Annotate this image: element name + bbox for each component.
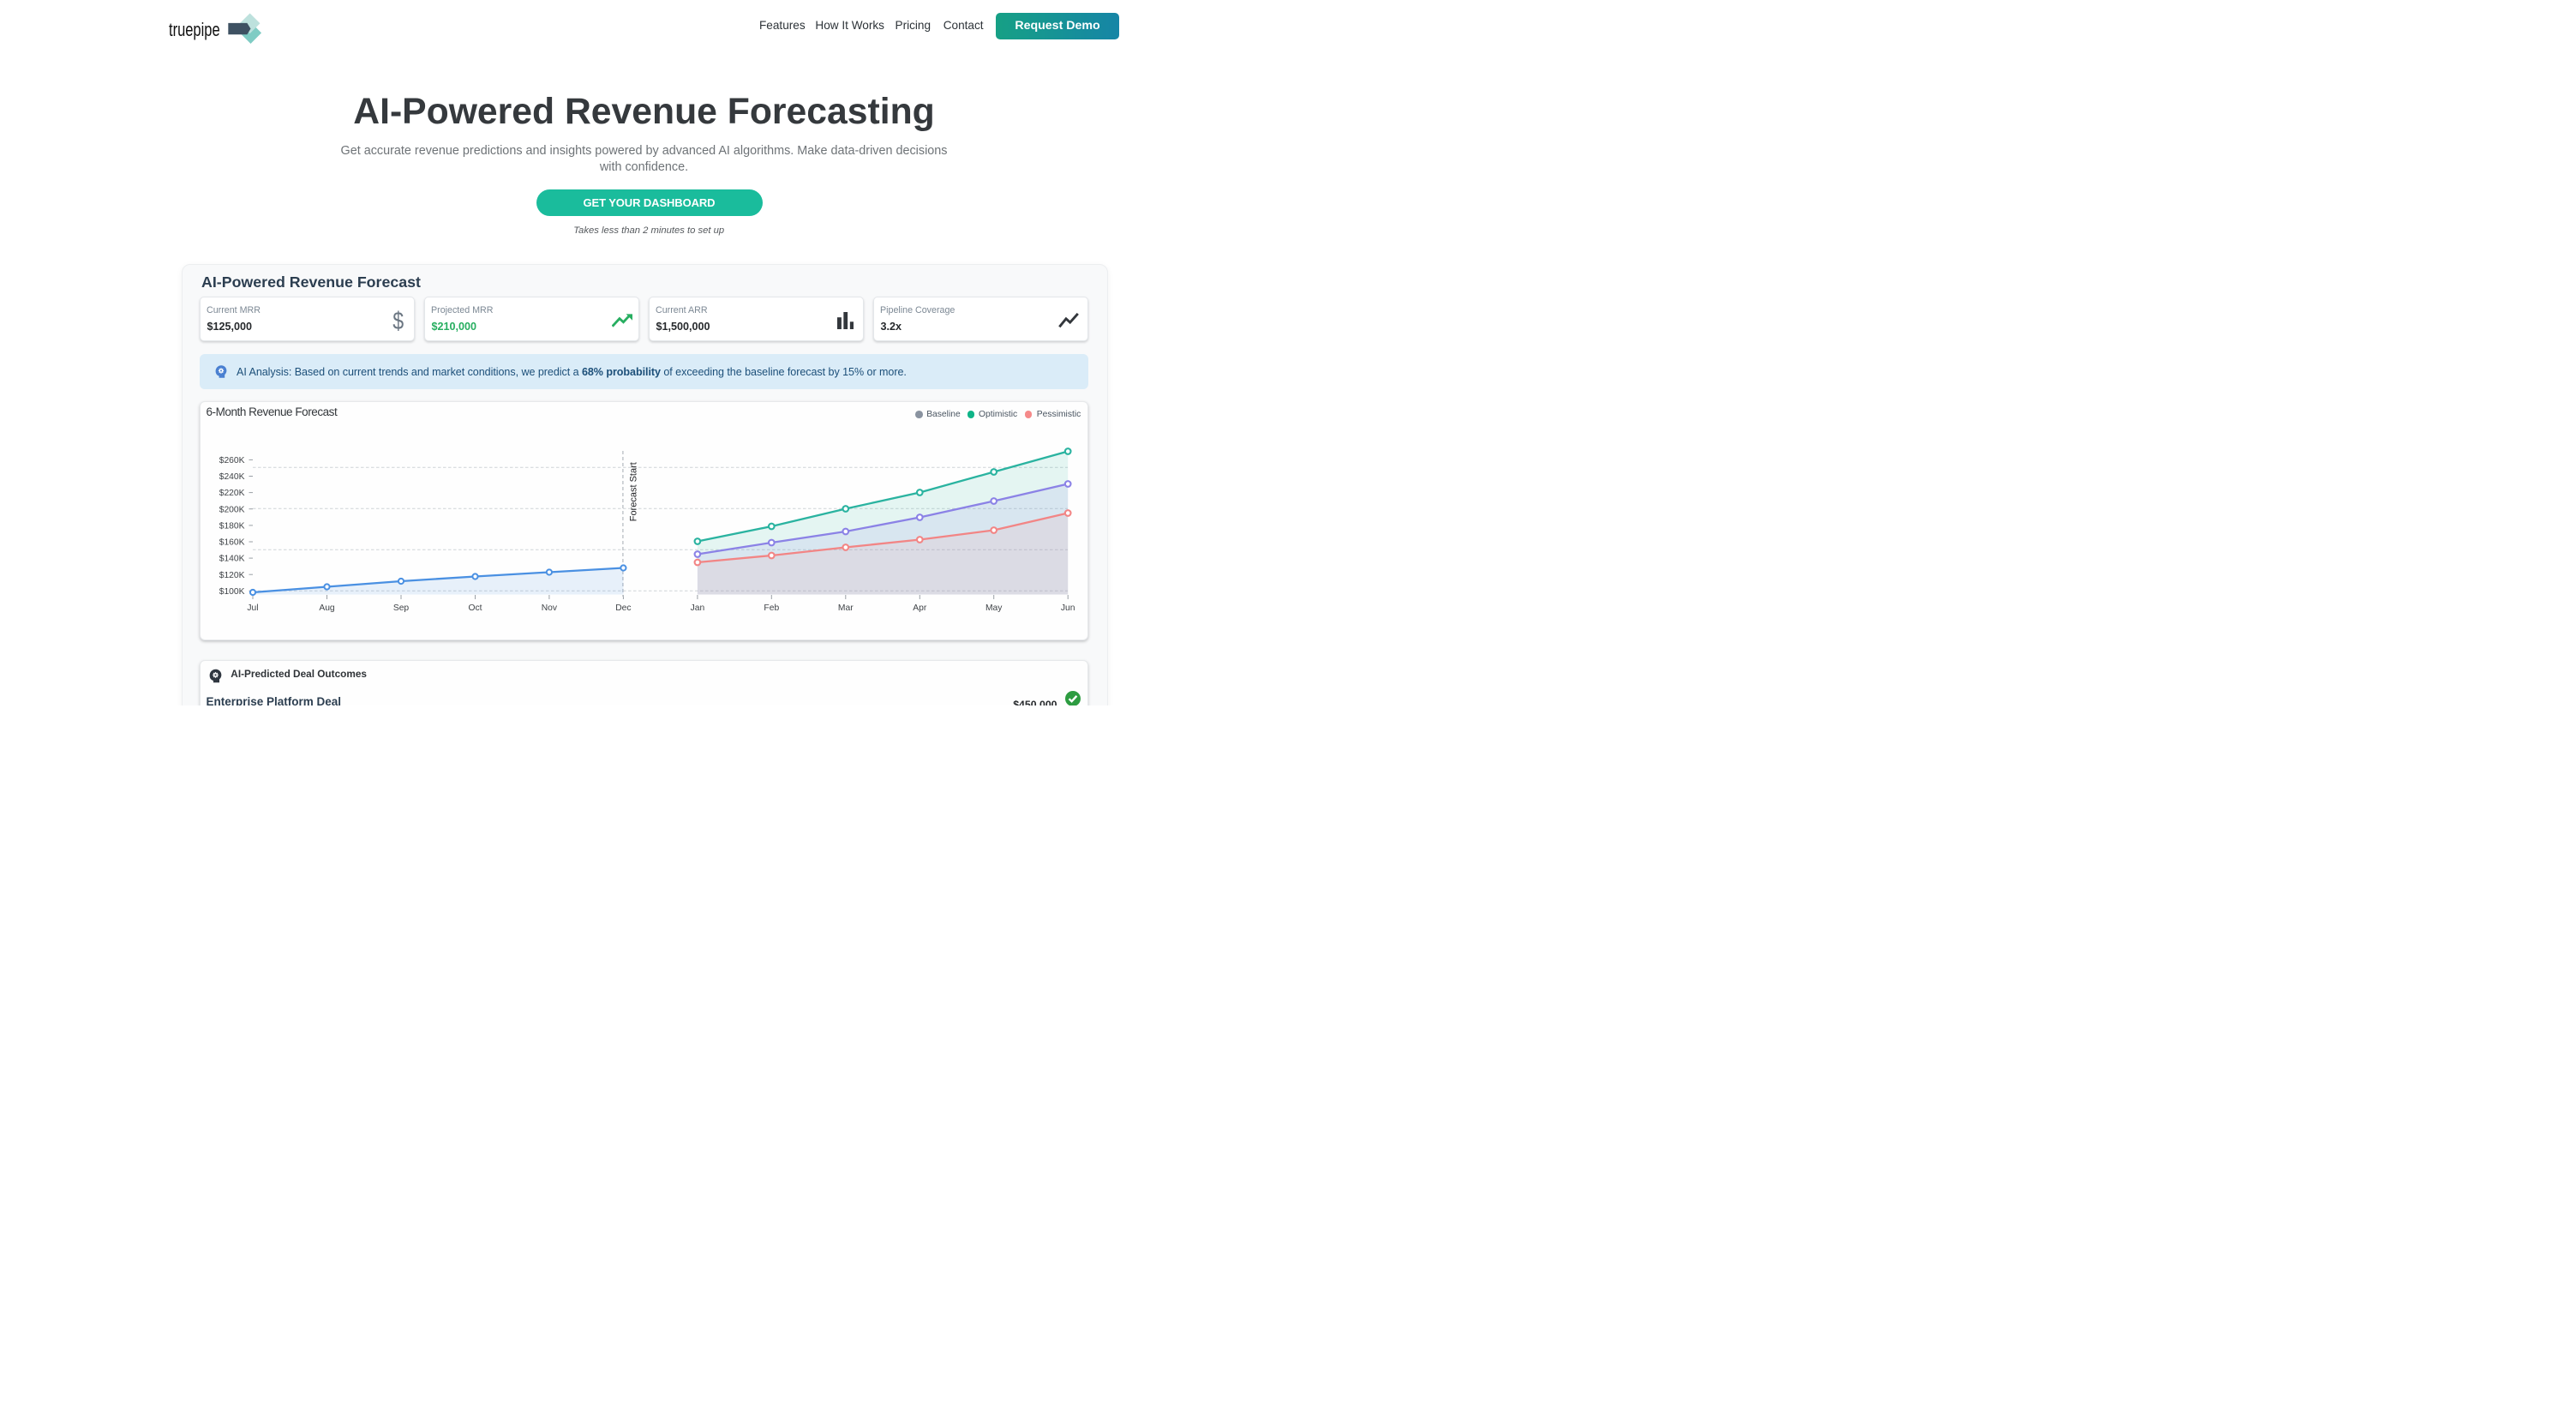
svg-text:$220K: $220K [219,489,244,498]
svg-text:Dec: Dec [615,603,631,613]
svg-text:Mar: Mar [837,603,853,613]
svg-text:Nov: Nov [541,603,557,613]
svg-text:Oct: Oct [468,603,482,613]
svg-text:Jul: Jul [247,603,258,613]
svg-text:$120K: $120K [219,570,244,579]
svg-text:$200K: $200K [219,505,244,514]
svg-text:$100K: $100K [219,586,244,596]
svg-text:$140K: $140K [219,554,244,563]
svg-text:Forecast Start: Forecast Start [628,462,638,521]
svg-text:Jan: Jan [690,603,704,613]
svg-text:Jun: Jun [1060,603,1075,613]
svg-text:Aug: Aug [319,603,335,613]
svg-text:$160K: $160K [219,537,244,547]
svg-text:Sep: Sep [392,603,409,613]
svg-text:$240K: $240K [219,472,244,482]
svg-text:Feb: Feb [764,603,779,613]
svg-text:$180K: $180K [219,521,244,531]
svg-text:$260K: $260K [219,455,244,465]
svg-text:Apr: Apr [913,603,927,613]
svg-text:May: May [985,603,1002,613]
